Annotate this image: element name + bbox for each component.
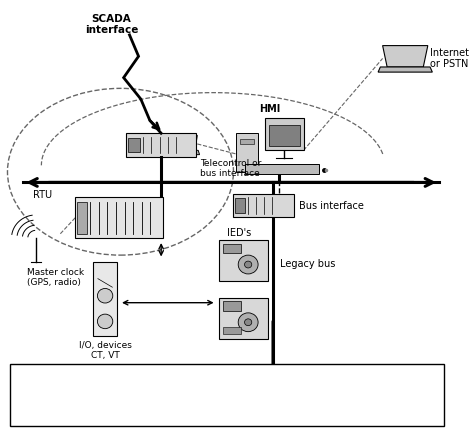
Circle shape [98,314,113,329]
Bar [223,301,241,311]
Text: HMI: HMI [259,104,280,114]
Bar [240,139,254,144]
Bar [265,118,303,150]
Bar [236,133,258,172]
Text: Bus interface: Bus interface [299,200,364,211]
Text: IED's: IED's [227,228,251,238]
Bar [219,240,268,281]
Bar [219,298,268,338]
Bar [223,244,241,253]
Circle shape [245,319,252,326]
Text: • integrated into the same computer: • integrated into the same computer [55,403,223,412]
Bar [269,125,300,146]
Text: Telecontrol or
bus interface: Telecontrol or bus interface [200,159,261,178]
Bar [77,202,87,234]
Polygon shape [170,136,197,150]
Polygon shape [378,67,432,72]
Text: • separate equipment: • separate equipment [55,388,155,397]
Text: RTU: RTU [33,190,52,200]
Bar [128,138,140,152]
Bar [235,198,245,213]
Polygon shape [168,150,200,154]
Bar [245,164,319,174]
Bar [75,197,164,238]
Circle shape [245,261,252,268]
Bar [93,262,117,336]
Polygon shape [383,45,428,67]
Bar [234,194,294,217]
Circle shape [98,288,113,303]
Bar [126,133,196,157]
Text: The RTU, telecontrol interface and the bus interface could be:: The RTU, telecontrol interface and the b… [23,371,304,380]
Text: SCADA
interface: SCADA interface [85,14,138,35]
FancyBboxPatch shape [10,364,444,426]
Text: I/O, devices
CT, VT: I/O, devices CT, VT [79,341,132,360]
Text: Master clock
(GPS, radio): Master clock (GPS, radio) [27,268,84,287]
Circle shape [238,255,258,274]
Bar [223,326,241,334]
Circle shape [238,313,258,332]
Text: Internet
or PSTN: Internet or PSTN [430,48,469,69]
Text: Legacy bus: Legacy bus [280,259,335,269]
